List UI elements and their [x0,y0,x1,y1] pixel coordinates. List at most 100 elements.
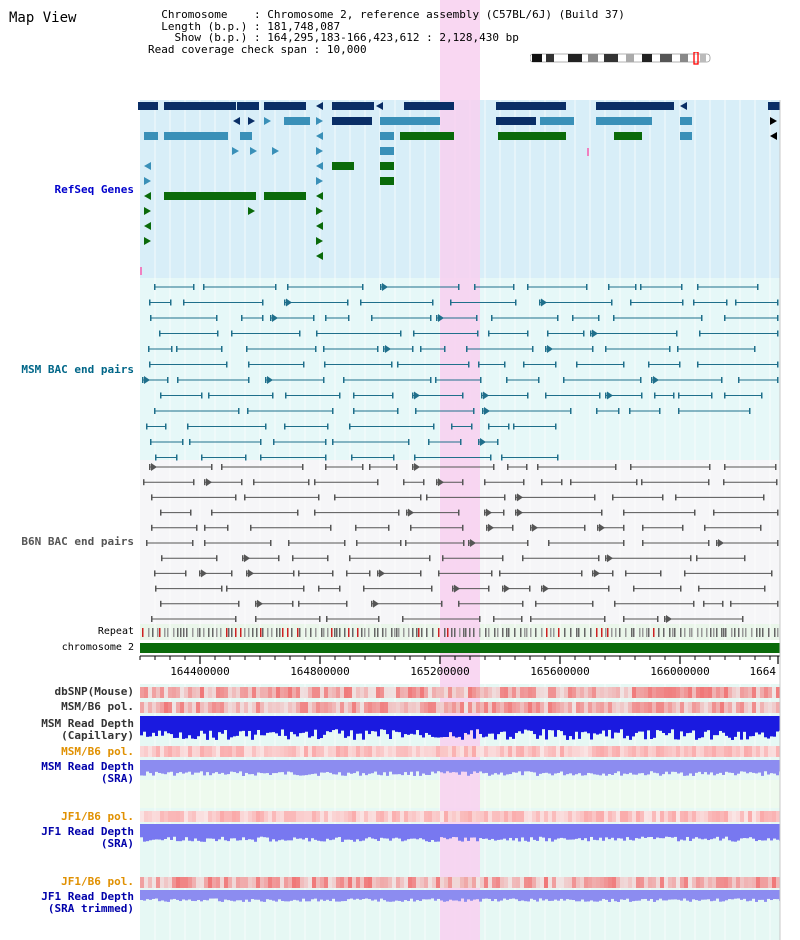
dbsnp-heat-cell [456,687,460,698]
jf1-pol2-heat-cell [404,877,408,888]
selection-highlight[interactable] [440,0,480,940]
msm-pol-heat-cell [404,702,408,713]
track-label-dbsnp[interactable]: dbSNP(Mouse) [54,685,134,698]
track-label-jf1-b6-pol-2[interactable]: JF1/B6 pol. [61,875,134,888]
jf1-trimmed-depth-bar [497,890,500,902]
jf1-pol-heat-cell [472,811,476,822]
track-label-msm-b6-pol-1[interactable]: MSM/B6 pol. [61,700,134,713]
bac-end [760,524,762,531]
jf1-trimmed-depth-bar [725,890,728,901]
msm-pol-heat-cell [216,702,220,713]
msm-pol2-heat-cell [316,746,320,757]
repeat-mark [368,628,370,637]
jf1-sra-depth-bar [203,824,206,842]
jf1-sra-depth-bar [449,824,452,839]
bac-end [557,454,559,461]
gene-exon [332,102,374,110]
jf1-pol2-heat-cell [412,877,416,888]
jf1-pol2-heat-cell [496,877,500,888]
jf1-pol2-heat-cell [588,877,592,888]
bac-end [270,540,272,546]
jf1-pol2-heat-cell [616,877,620,888]
msm-pol2-heat-cell [344,746,348,757]
track-label-refseq-genes[interactable]: RefSeq Genes [54,183,134,196]
msm-pol2-heat-cell [680,746,684,757]
bac-end [506,377,508,383]
b6n-bac-glyphs[interactable] [143,463,779,623]
jf1-sra-depth-bar [497,824,500,840]
msm-capillary-depth-bar [371,716,374,732]
repeat-mark [576,628,578,637]
jf1-pol-heat-cell [764,811,768,822]
jf1-pol-heat-cell [444,811,448,822]
track-label-msm-bac[interactable]: MSM BAC end pairs [21,363,134,376]
bac-end [530,616,532,622]
jf1-sra-depth-bar [251,824,254,840]
track-label-jf1-depth-trimmed[interactable]: JF1 Read Depth (SRA trimmed) [41,890,134,915]
jf1-pol2-heat-cell [716,877,720,888]
msm-pol2-heat-cell [596,746,600,757]
dbsnp-heat-cell [360,687,364,698]
dbsnp-heat-cell [528,687,532,698]
msm-capillary-depth-bar [656,716,659,731]
jf1-sra-depth-bar [179,824,182,842]
jf1-trimmed-depth-bar [434,890,437,901]
msm-capillary-depth-bar [524,716,527,730]
msm-pol2-heat-cell [724,746,728,757]
msm-sra-depth-bar [140,760,143,776]
bac-end [303,361,305,368]
jf1-pol2-heat-cell [248,877,252,888]
track-label-msm-depth-sra[interactable]: MSM Read Depth (SRA) [41,760,134,785]
jf1-trimmed-depth-bar [305,890,308,902]
bac-arrow [666,615,672,623]
dbsnp-heat-cell [508,687,512,698]
jf1-sra-depth-bar [272,824,275,840]
msm-sra-depth-bar [740,760,743,772]
msm-capillary-depth-bar [320,716,323,739]
repeat-mark [479,628,481,637]
bac-arrow [483,391,489,400]
jf1-pol2-heat-cell [172,877,176,888]
dbsnp-heat-cell [604,687,608,698]
jf1-pol2-heat-cell [312,877,316,888]
track-label-jf1-depth-sra[interactable]: JF1 Read Depth (SRA) [41,825,134,850]
jf1-pol2-heat-cell [608,877,612,888]
jf1-sra-depth-bar [191,824,194,842]
jf1-sra-depth-bar [542,824,545,838]
msm-sra-depth-bar [254,760,257,776]
track-label-b6n-bac[interactable]: B6N BAC end pairs [21,535,134,548]
jf1-pol-heat-cell [652,811,656,822]
chromosome-ideogram[interactable] [530,52,714,66]
bac-end [723,479,725,486]
msm-sra-depth-bar [242,760,245,776]
jf1-pol-heat-cell [720,811,724,822]
jf1-pol-heat-cell [732,811,736,822]
bac-arrow [607,391,613,400]
dbsnp-heat-cell [688,687,692,698]
bac-end [612,570,614,577]
jf1-trimmed-depth-bar [479,890,482,902]
jf1-pol2-heat-cell [384,877,388,888]
msm-bac-glyphs[interactable] [142,283,779,461]
track-label-msm-b6-pol-2[interactable]: MSM/B6 pol. [61,745,134,758]
ideogram-band [626,54,634,62]
jf1-sra-depth-bar [269,824,272,842]
bac-end [654,392,656,399]
msm-capillary-depth-bar [152,716,155,733]
jf1-pol2-heat-cell [560,877,564,888]
msm-pol-heat-cell [568,702,572,713]
bac-end [513,284,515,290]
jf1-pol2-heat-cell [208,877,212,888]
track-label-jf1-b6-pol-1[interactable]: JF1/B6 pol. [61,810,134,823]
msm-capillary-depth-bar [506,716,509,740]
jf1-pol2-heat-cell [768,877,772,888]
repeat-mark [502,628,504,637]
bac-end [724,315,726,321]
refseq-gene-glyphs[interactable] [138,102,780,275]
bac-end [413,330,415,337]
track-label-msm-depth-capillary[interactable]: MSM Read Depth (Capillary) [41,717,134,742]
bac-end [501,454,503,461]
jf1-trimmed-depth-bar [674,890,677,900]
jf1-trimmed-depth-bar [695,890,698,901]
